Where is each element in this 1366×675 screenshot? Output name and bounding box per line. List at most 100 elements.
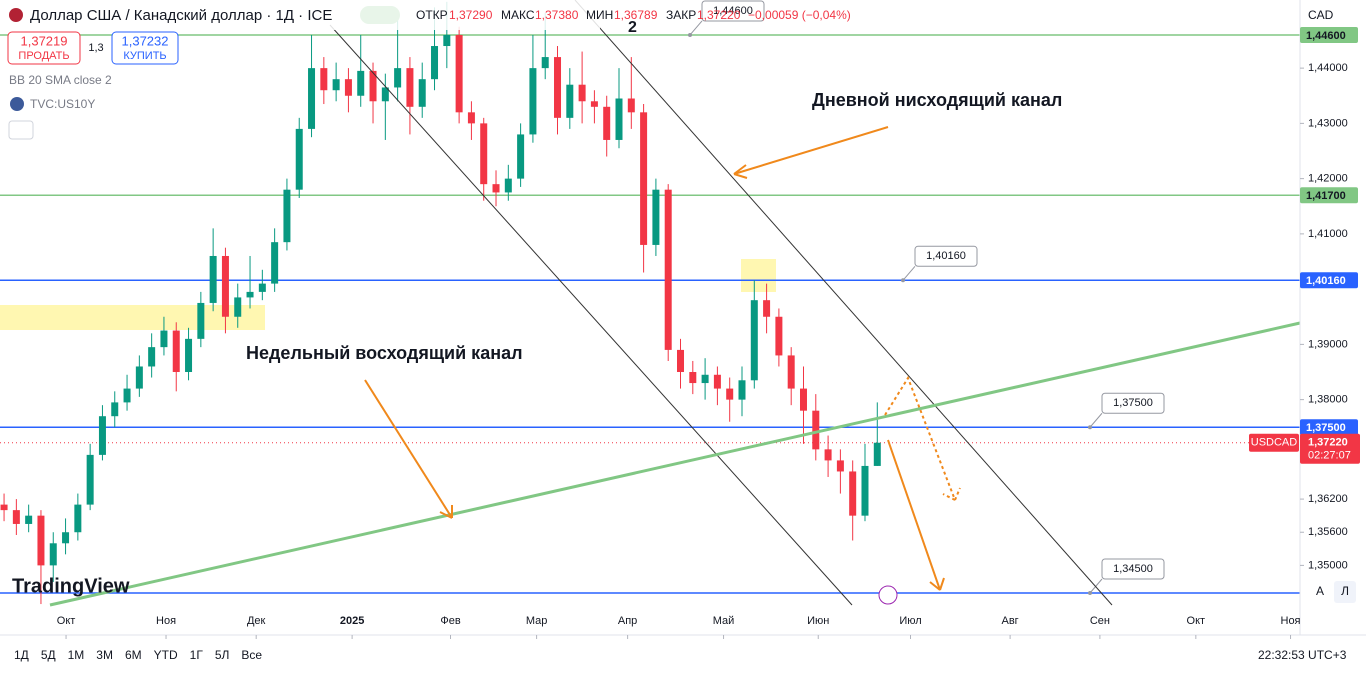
candle-body [172, 330, 180, 373]
candle-body [578, 84, 586, 102]
candle-body [652, 189, 660, 245]
arrow-head [929, 577, 945, 591]
candle-body [504, 178, 512, 193]
candle-body [86, 454, 94, 505]
sell-button[interactable] [7, 31, 81, 65]
range-button[interactable]: 6M [125, 648, 142, 662]
candle-body [713, 374, 721, 389]
candle-body [603, 106, 611, 140]
candle-body [49, 543, 57, 566]
ohlc: 1,37290 [449, 8, 493, 22]
x-tick-label: 2025 [340, 615, 364, 627]
symbol-tag-label: USDCAD [1251, 437, 1298, 449]
ohlc-label: МИН [586, 8, 613, 22]
toolbar: 1Д 5Д 1M 3M 6M YTD 1Г 5Л Все [14, 648, 262, 662]
range-button[interactable]: 5Д [41, 648, 56, 662]
candle-body [135, 366, 143, 389]
collapse-button[interactable] [8, 120, 34, 140]
buy-label: КУПИТЬ [123, 50, 166, 62]
candle-body [308, 68, 316, 129]
range-button[interactable]: 1M [68, 648, 85, 662]
arrow [364, 379, 453, 519]
candle-body [738, 380, 746, 400]
candle-body [98, 416, 106, 455]
callout-label: 1,44600 [713, 5, 753, 17]
candle-body [357, 70, 365, 96]
channel-line [574, 0, 1113, 606]
x-tick-label: Дек [247, 615, 266, 627]
range-button[interactable]: 1Г [190, 648, 204, 662]
candle-body [62, 532, 70, 544]
arrow-head [439, 505, 453, 519]
candle-body [836, 460, 844, 472]
candle-body [406, 68, 414, 107]
range-button[interactable]: YTD [154, 648, 178, 662]
ohlc: 1,37220 [697, 8, 741, 22]
candle-body [443, 34, 451, 47]
log-button[interactable]: Л [1341, 584, 1349, 598]
candle-body [431, 46, 439, 80]
countdown: 02:27:07 [1308, 450, 1351, 462]
range-button[interactable]: 5Л [215, 648, 230, 662]
arrow [733, 126, 889, 175]
flag [9, 8, 23, 22]
candle-body [677, 349, 685, 373]
level-tag-label: 1,44600 [1306, 30, 1346, 42]
candle-body [640, 112, 648, 245]
candle-body [566, 84, 574, 118]
drawings [49, 0, 1301, 607]
compare[interactable]: TVC:US10Y [30, 97, 95, 111]
candle-body [554, 57, 562, 118]
dotted-arrow [884, 375, 961, 501]
range-button[interactable]: 3M [96, 648, 113, 662]
candle-body [492, 184, 500, 193]
callout-box [914, 245, 978, 267]
candle-body [480, 123, 488, 185]
candle-body [861, 465, 869, 516]
header-bg [0, 0, 600, 30]
buy-button[interactable] [111, 31, 179, 65]
x-tick-label: Сен [1090, 615, 1110, 627]
callout-anchor [1088, 591, 1092, 596]
candle-body [824, 449, 832, 461]
candle-body [664, 189, 672, 350]
status [360, 6, 400, 24]
zone [741, 259, 776, 292]
candle-body [369, 70, 377, 102]
candle-body [701, 374, 709, 384]
candle-body [37, 515, 45, 566]
auto-button[interactable]: A [1316, 584, 1324, 598]
candle-body [0, 504, 8, 511]
candle-body [627, 98, 635, 113]
x-tick-label: Фев [440, 615, 460, 627]
x-tick-label: Май [713, 615, 735, 627]
candle-body [295, 128, 303, 190]
last-price-label: 1,37220 [1308, 437, 1348, 449]
callout-stem [689, 20, 703, 36]
candle-body [418, 79, 426, 107]
currency[interactable]: CAD [1308, 8, 1334, 22]
callout-stem [902, 265, 916, 281]
candle-body [74, 504, 82, 533]
clock: 22:32:53 UTC+3 [1258, 648, 1347, 662]
sell-price: 1,37219 [21, 33, 68, 48]
event-icon[interactable] [878, 585, 898, 605]
ohlc-label: ЗАКР [666, 8, 696, 22]
candle-body [529, 68, 537, 135]
indicator[interactable]: BB 20 SMA close 2 [9, 73, 112, 87]
spread: 1,3 [88, 42, 103, 54]
callout-anchor [1088, 425, 1092, 430]
range-button[interactable]: 1Д [14, 648, 29, 662]
candle-body [160, 330, 168, 348]
range-button[interactable]: Все [241, 648, 262, 662]
callout-box [1101, 558, 1165, 580]
candle-body [185, 338, 193, 373]
candle-body [271, 242, 279, 284]
logo: TradingView [12, 575, 130, 597]
candle-body [234, 297, 242, 317]
symbol-title: Доллар США / Канадский доллар · 1Д · ICE [30, 7, 332, 24]
candle-body [812, 410, 820, 450]
channel-line [329, 24, 853, 606]
callout-label: 1,37500 [1113, 397, 1153, 409]
callout-anchor [901, 278, 905, 283]
